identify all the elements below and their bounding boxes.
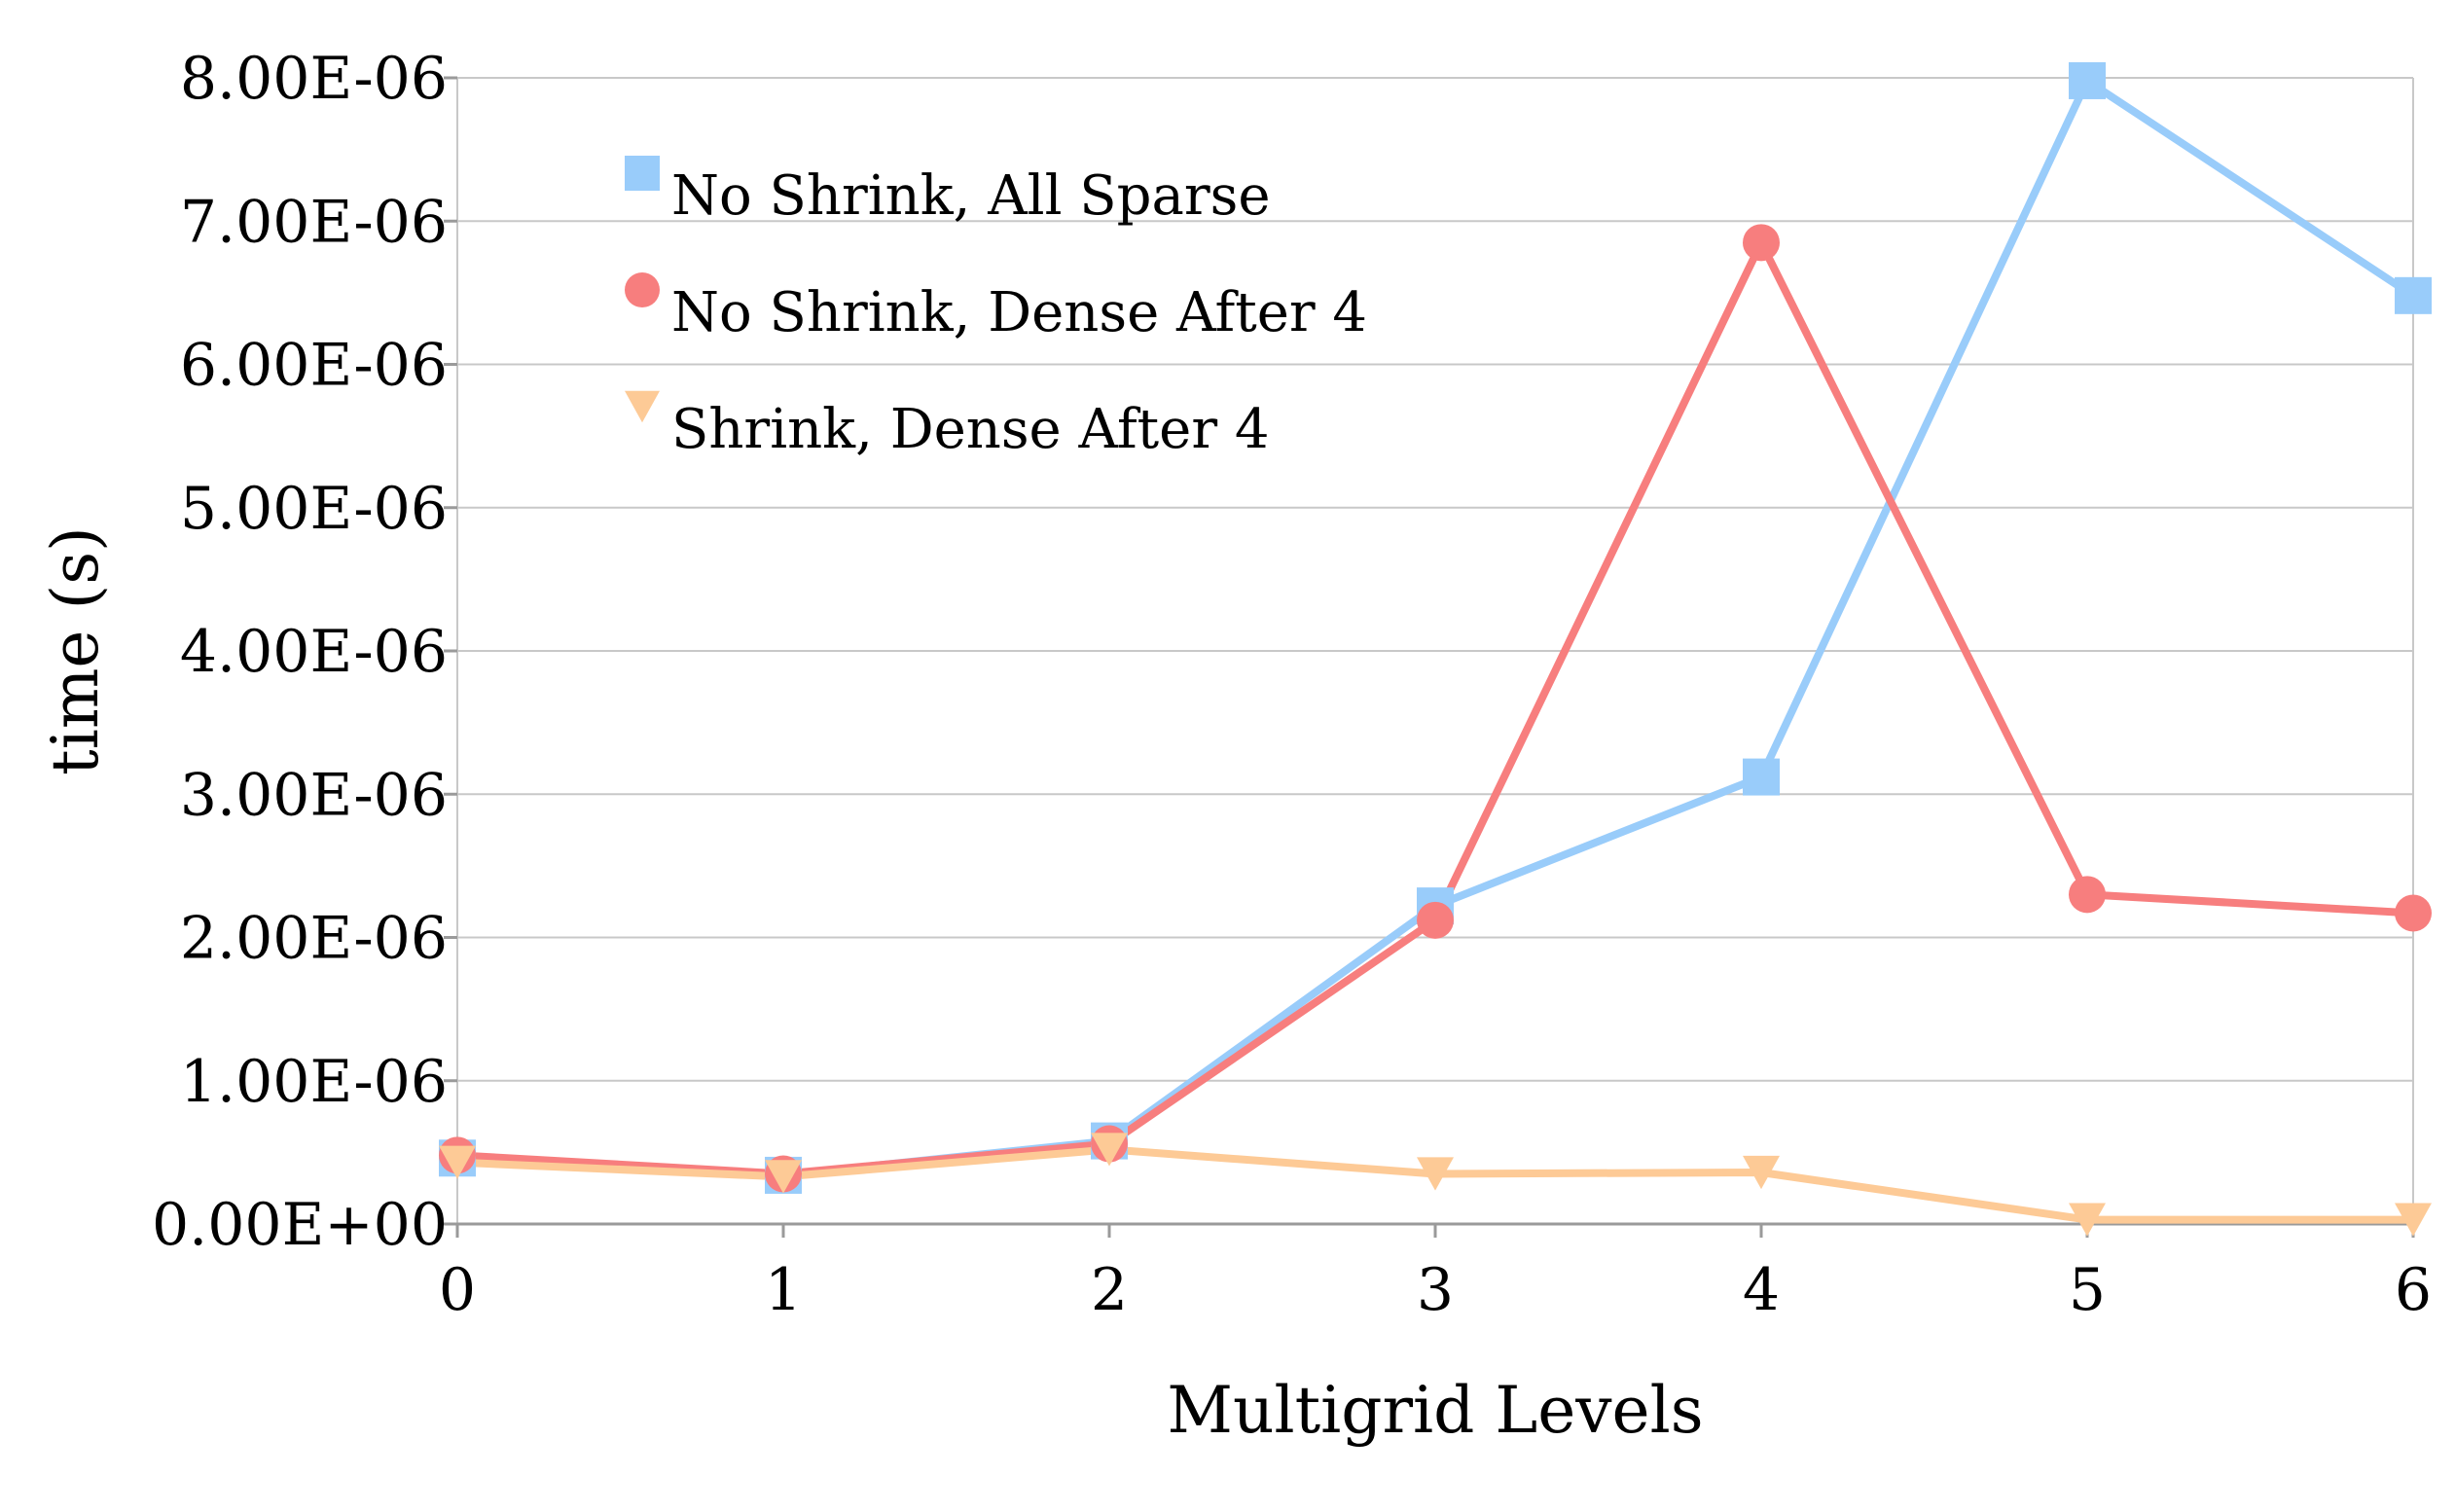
data-point-s2-5 xyxy=(2069,1203,2106,1237)
y-tick-label-6: 6.00E-06 xyxy=(180,332,448,400)
data-point-s1-5 xyxy=(2069,876,2106,914)
data-point-s1-6 xyxy=(2395,894,2432,932)
data-point-s0-6 xyxy=(2395,276,2432,314)
series-line-0 xyxy=(453,76,2417,1179)
legend-label-2: Shrink, Dense After 4 xyxy=(671,398,1270,461)
data-point-s1-4 xyxy=(1743,224,1780,262)
y-tick-label-3: 3.00E-06 xyxy=(180,761,448,829)
data-point-s2-6 xyxy=(2395,1203,2432,1237)
data-point-s2-2 xyxy=(1091,1133,1128,1167)
y-tick-label-8: 8.00E-06 xyxy=(180,45,448,113)
data-point-s2-1 xyxy=(765,1160,802,1194)
y-tick-label-7: 7.00E-06 xyxy=(180,188,448,256)
x-axis-title: Multigrid Levels xyxy=(1167,1373,1703,1448)
legend-label-1: No Shrink, Dense After 4 xyxy=(671,281,1367,344)
x-tick-label-3: 3 xyxy=(1417,1256,1454,1324)
tick-labels: 0.00E+00 1.00E-06 2.00E-06 3.00E-06 4.00E-06… xyxy=(152,45,2432,1324)
y-tick-label-5: 5.00E-06 xyxy=(180,475,448,543)
data-point-s2-0 xyxy=(439,1145,476,1179)
data-point-s0-5 xyxy=(2069,61,2106,99)
x-tick-label-6: 6 xyxy=(2395,1256,2432,1324)
legend-label-0: No Shrink, All Sparse xyxy=(671,164,1271,228)
legend-marker-2 xyxy=(625,390,660,423)
y-axis-title: time (s) xyxy=(38,526,113,775)
legend: No Shrink, All Sparse No Shrink, Dense Af… xyxy=(625,156,1367,461)
series-line-1 xyxy=(453,238,2417,1178)
y-tick-label-1: 1.00E-06 xyxy=(180,1048,448,1116)
y-tick-label-0: 0.00E+00 xyxy=(152,1191,448,1259)
x-tick-label-1: 1 xyxy=(765,1256,802,1324)
y-tick-label-4: 4.00E-06 xyxy=(180,618,448,686)
legend-marker-0 xyxy=(625,156,660,191)
x-tick-label-4: 4 xyxy=(1743,1256,1780,1324)
x-tick-label-0: 0 xyxy=(439,1256,476,1324)
data-point-s2-4 xyxy=(1743,1155,1780,1190)
series-markers xyxy=(439,61,2432,1237)
y-tick-label-2: 2.00E-06 xyxy=(180,905,448,973)
axes xyxy=(444,76,2415,1238)
x-tick-label-5: 5 xyxy=(2069,1256,2106,1324)
data-point-s1-3 xyxy=(1417,901,1454,939)
data-point-s2-3 xyxy=(1417,1157,1454,1191)
legend-marker-1 xyxy=(625,272,660,307)
data-point-s0-4 xyxy=(1743,758,1780,796)
grid-lines xyxy=(457,77,2413,1082)
x-tick-label-2: 2 xyxy=(1091,1256,1128,1324)
